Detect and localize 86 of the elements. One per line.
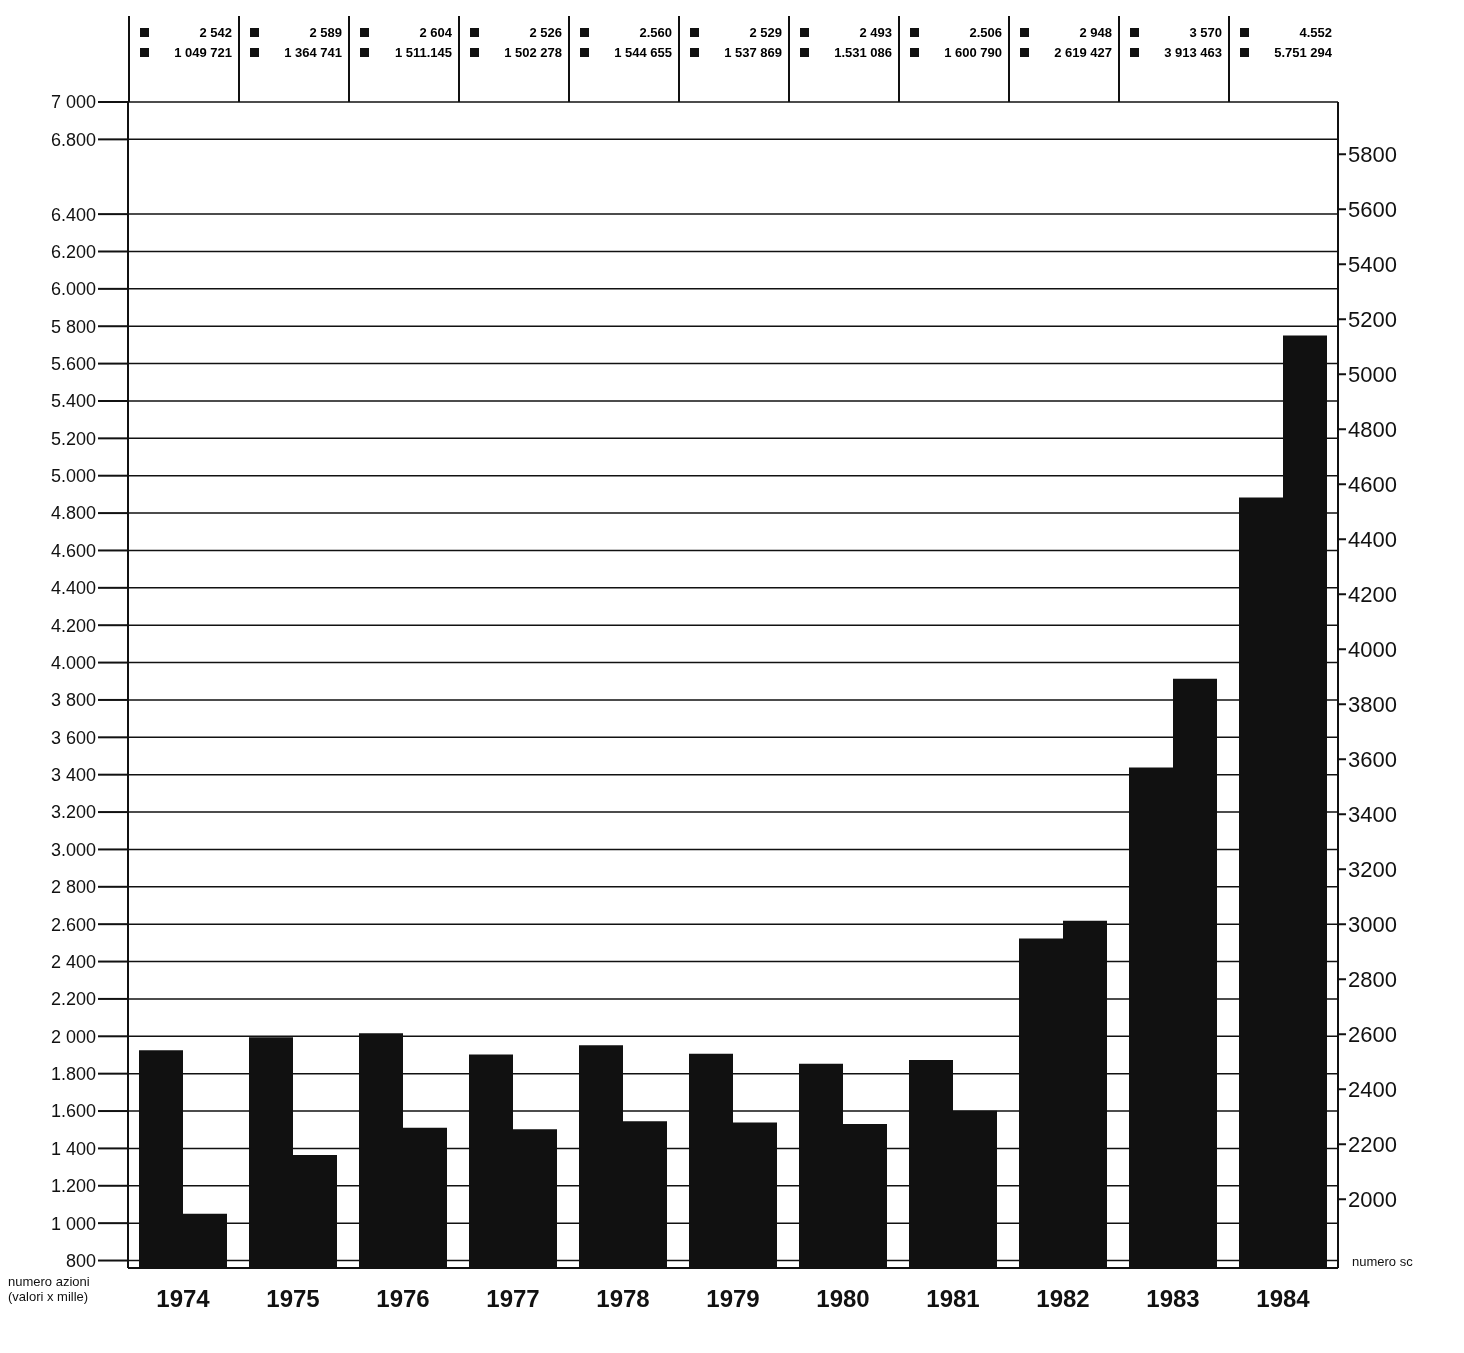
text: 1 364 741 [284,44,342,60]
y2-tick-label: 5600 [1348,197,1397,223]
y-tick-label: 6.400 [50,204,96,225]
x-tick-label: 1976 [376,1285,430,1313]
y-tick-label: 5.400 [50,391,96,412]
text: 1 049 721 [174,44,232,60]
y-tick-label: 4.000 [50,652,96,673]
y2-tick-label: 4600 [1348,472,1397,498]
data-label: 3 570 [1189,24,1222,40]
x-tick-label: 1975 [266,1285,320,1313]
x-tick-label: 1981 [926,1285,980,1313]
text: 3 913 463 [1164,44,1222,60]
y-tick-label: 2.600 [50,914,96,935]
y-tick-label: 1.600 [50,1101,96,1122]
y-tick-label: 3 400 [50,765,96,786]
data-label: 2 948 [1079,24,1112,40]
y2-tick-label: 5200 [1348,307,1397,333]
y-tick-label: 1 000 [50,1213,96,1234]
y2-tick-label: 2400 [1348,1077,1397,1103]
y2-tick-label: 4400 [1348,527,1397,553]
y-tick-label: 3 800 [50,690,96,711]
text: 2 619 427 [1054,44,1112,60]
data-label: 2 526 [529,24,562,40]
y2-tick-label: 5400 [1348,252,1397,278]
x-tick-label: 1978 [596,1285,650,1313]
data-label: 2 493 [859,24,892,40]
y-tick-label: 4.200 [50,615,96,636]
text: 5.751 294 [1274,44,1332,60]
y-tick-label: 4.600 [50,540,96,561]
y-tick-label: 2 400 [50,951,96,972]
y2-tick-label: 3400 [1348,802,1397,828]
x-tick-label: 1983 [1146,1285,1200,1313]
y-tick-label: 5 800 [50,316,96,337]
y2-tick-label: 2600 [1348,1022,1397,1048]
y-tick-label: 7 000 [50,92,96,113]
y-tick-label: 2.200 [50,989,96,1010]
x-tick-label: 1984 [1256,1285,1311,1313]
y2-tick-label: 2800 [1348,967,1397,993]
text: 1 600 790 [944,44,1002,60]
y-tick-label: 6.200 [50,241,96,262]
y-tick-label: 5.000 [50,466,96,487]
text: 1 511.145 [394,44,452,60]
y2-tick-label: 4000 [1348,637,1397,663]
y-axis-title: numero azioni (valori x mille) [8,1274,91,1304]
x-tick-label: 1977 [486,1285,540,1313]
y-tick-label: 4.800 [50,503,96,524]
data-label: 2 604 [419,24,452,40]
y2-tick-label: 5000 [1348,362,1397,388]
y-tick-label: 3.000 [50,839,96,860]
y2-tick-label: 3200 [1348,857,1397,883]
y-tick-label: 1 400 [50,1138,96,1159]
text: 1 502 278 [504,44,562,60]
x-tick-label: 1974 [156,1285,211,1313]
x-tick-label: 1980 [816,1285,870,1313]
y2-tick-label: 5800 [1348,142,1397,168]
text: 1 537 869 [724,44,782,60]
y2-tick-label: 3800 [1348,692,1397,718]
y-tick-label: 6.000 [50,279,96,300]
y-tick-label: 5.600 [50,353,96,374]
y2-tick-label: 4200 [1348,582,1397,608]
y2-tick-label: 2200 [1348,1132,1397,1158]
y-tick-label: 4.400 [50,578,96,599]
text: 1.531 086 [834,44,892,60]
y2-axis-title: numero sc [1352,1254,1413,1269]
y-tick-label: 800 [65,1250,96,1271]
y2-tick-label: 3000 [1348,912,1397,938]
data-label: 2 542 [199,24,232,40]
y-tick-label: 3.200 [50,802,96,823]
x-tick-label: 1979 [706,1285,760,1313]
y-tick-label: 2 000 [50,1026,96,1047]
data-label: 4.552 [1299,24,1332,40]
y2-tick-label: 2000 [1348,1187,1397,1213]
x-tick-label: 1982 [1036,1285,1090,1313]
data-label: 2 589 [309,24,342,40]
y-tick-label: 3 600 [50,727,96,748]
data-label: 2.560 [639,24,672,40]
data-label: 2.506 [969,24,1002,40]
y-tick-label: 6.800 [50,129,96,150]
y-tick-label: 2 800 [50,877,96,898]
y2-tick-label: 3600 [1348,747,1397,773]
text: 1 544 655 [614,44,672,60]
y-tick-label: 5.200 [50,428,96,449]
y-tick-label: 1.800 [50,1064,96,1085]
y-tick-label: 1.200 [50,1176,96,1197]
y2-tick-label: 4800 [1348,417,1397,443]
data-label: 2 529 [749,24,782,40]
